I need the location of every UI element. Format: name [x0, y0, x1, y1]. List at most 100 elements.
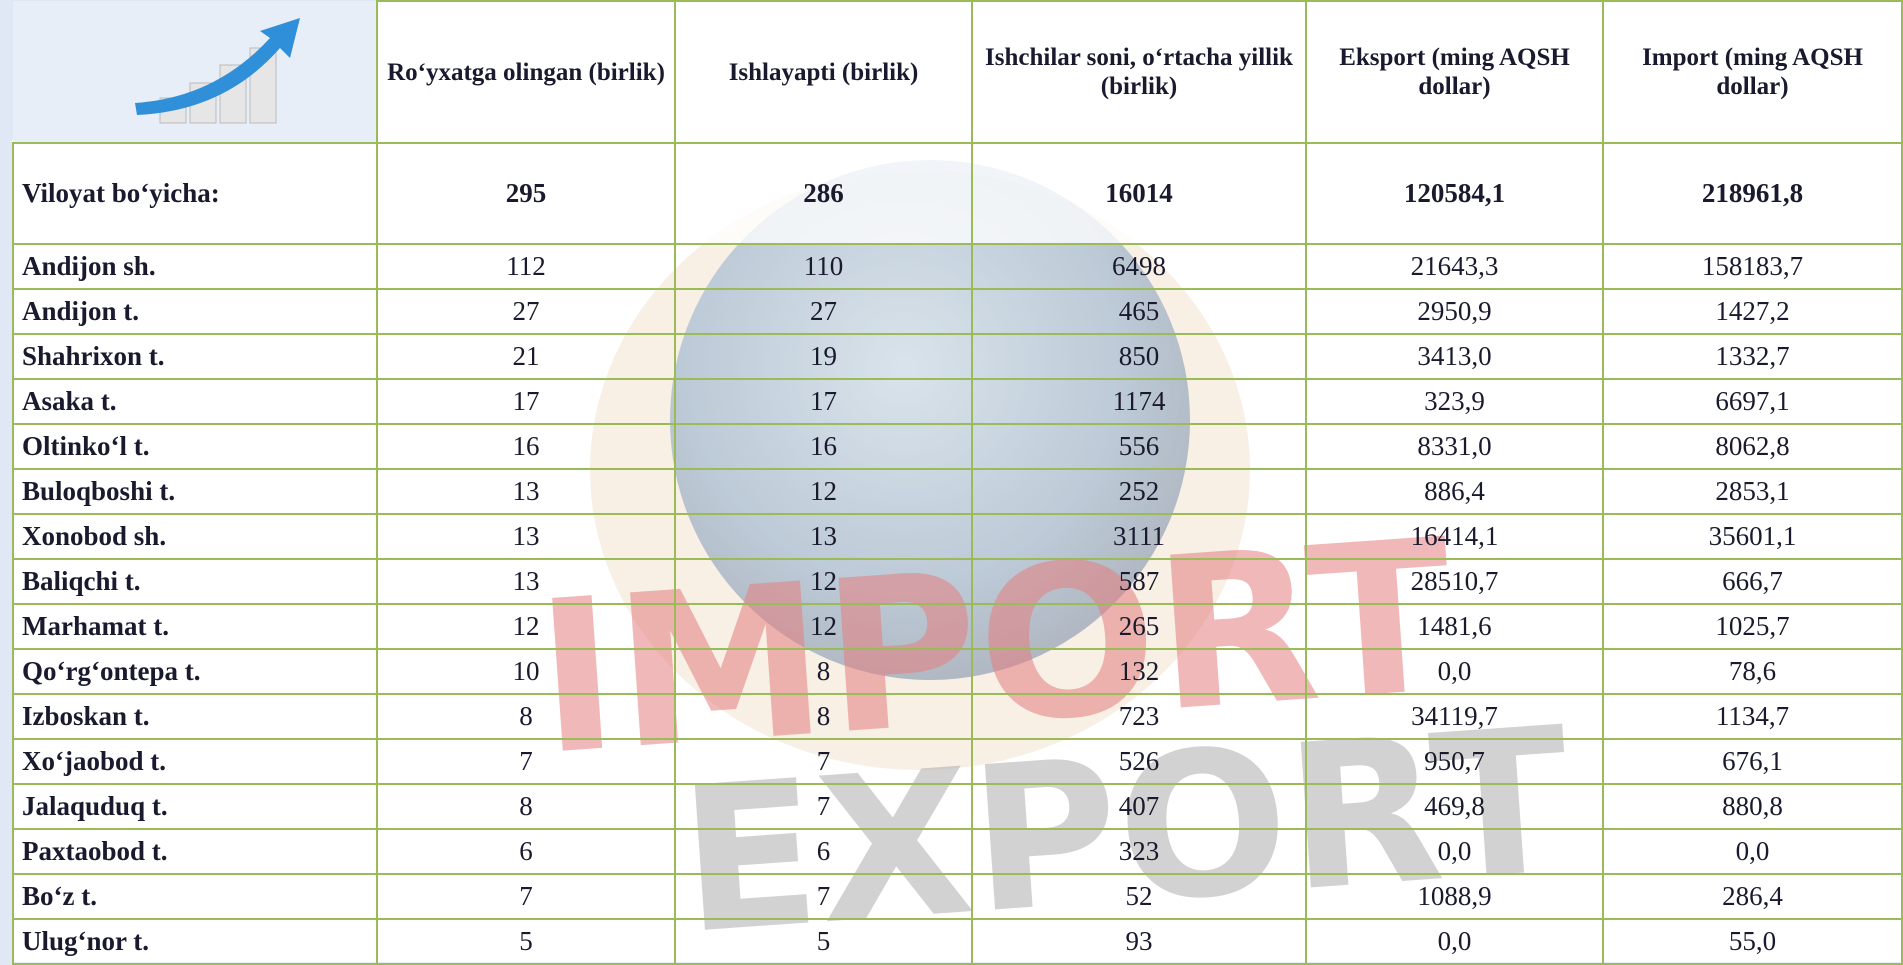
table-cell: 0,0 — [1306, 919, 1603, 964]
table-cell: 7 — [675, 739, 972, 784]
table-cell: 407 — [972, 784, 1306, 829]
table-cell: 21 — [377, 334, 675, 379]
table-cell: 16414,1 — [1306, 514, 1603, 559]
table-cell: 850 — [972, 334, 1306, 379]
table-cell: 886,4 — [1306, 469, 1603, 514]
table-cell: 556 — [972, 424, 1306, 469]
row-label: Shahrixon t. — [13, 334, 377, 379]
table-cell: 35601,1 — [1603, 514, 1902, 559]
row-label: Oltinko‘l t. — [13, 424, 377, 469]
table-cell: 8 — [377, 784, 675, 829]
table-cell: 1025,7 — [1603, 604, 1902, 649]
table-cell: 666,7 — [1603, 559, 1902, 604]
table-cell: 950,7 — [1306, 739, 1603, 784]
row-label: Buloqboshi t. — [13, 469, 377, 514]
row-label: Qo‘rg‘ontepa t. — [13, 649, 377, 694]
table-cell: 469,8 — [1306, 784, 1603, 829]
table-cell: 17 — [675, 379, 972, 424]
table-cell: 12 — [675, 604, 972, 649]
table-cell: 10 — [377, 649, 675, 694]
table-cell: 7 — [377, 739, 675, 784]
column-header: Ro‘yxatga olingan (birlik) — [377, 1, 675, 143]
total-cell: 218961,8 — [1603, 143, 1902, 244]
table-cell: 7 — [377, 874, 675, 919]
table-cell: 8 — [675, 694, 972, 739]
table-cell: 13 — [377, 559, 675, 604]
table-cell: 723 — [972, 694, 1306, 739]
table-cell: 110 — [675, 244, 972, 289]
table-cell: 78,6 — [1603, 649, 1902, 694]
row-label: Paxtaobod t. — [13, 829, 377, 874]
table-cell: 27 — [675, 289, 972, 334]
table-cell: 323,9 — [1306, 379, 1603, 424]
row-label: Asaka t. — [13, 379, 377, 424]
table-cell: 5 — [675, 919, 972, 964]
table-cell: 12 — [675, 469, 972, 514]
table-cell: 7 — [675, 874, 972, 919]
table-cell: 1332,7 — [1603, 334, 1902, 379]
table-cell: 323 — [972, 829, 1306, 874]
table-cell: 526 — [972, 739, 1306, 784]
table-cell: 286,4 — [1603, 874, 1902, 919]
table-cell: 880,8 — [1603, 784, 1902, 829]
row-label: Xo‘jaobod t. — [13, 739, 377, 784]
table-cell: 112 — [377, 244, 675, 289]
table-cell: 3111 — [972, 514, 1306, 559]
table-cell: 19 — [675, 334, 972, 379]
table-cell: 6 — [377, 829, 675, 874]
total-cell: 120584,1 — [1306, 143, 1603, 244]
table-cell: 0,0 — [1306, 649, 1603, 694]
table-cell: 8 — [377, 694, 675, 739]
column-header: Ishchilar soni, o‘rtacha yillik (birlik) — [972, 1, 1306, 143]
table-cell: 2950,9 — [1306, 289, 1603, 334]
table-cell: 158183,7 — [1603, 244, 1902, 289]
table-cell: 7 — [675, 784, 972, 829]
table-cell: 16 — [675, 424, 972, 469]
column-header: Ishlayapti (birlik) — [675, 1, 972, 143]
table-cell: 52 — [972, 874, 1306, 919]
table-cell: 12 — [675, 559, 972, 604]
table-cell: 12 — [377, 604, 675, 649]
row-label: Baliqchi t. — [13, 559, 377, 604]
table-cell: 0,0 — [1603, 829, 1902, 874]
table-cell: 93 — [972, 919, 1306, 964]
table-cell: 34119,7 — [1306, 694, 1603, 739]
table-cell: 55,0 — [1603, 919, 1902, 964]
table-cell: 1427,2 — [1603, 289, 1902, 334]
row-label: Jalaquduq t. — [13, 784, 377, 829]
table-cell: 0,0 — [1306, 829, 1603, 874]
page: IMPORT EXPORT Ro‘yxatga olingan (birlik)… — [0, 0, 1903, 962]
row-label: Bo‘z t. — [13, 874, 377, 919]
row-label: Andijon sh. — [13, 244, 377, 289]
header-icon-cell — [13, 1, 377, 143]
table-cell: 2853,1 — [1603, 469, 1902, 514]
header-row: Ro‘yxatga olingan (birlik)Ishlayapti (bi… — [13, 1, 1902, 143]
table-cell: 8331,0 — [1306, 424, 1603, 469]
table-cell: 465 — [972, 289, 1306, 334]
table-cell: 6697,1 — [1603, 379, 1902, 424]
total-cell: 295 — [377, 143, 675, 244]
table-cell: 28510,7 — [1306, 559, 1603, 604]
table-cell: 8 — [675, 649, 972, 694]
table-cell: 1174 — [972, 379, 1306, 424]
column-header: Eksport (ming AQSH dollar) — [1306, 1, 1603, 143]
row-label: Ulug‘nor t. — [13, 919, 377, 964]
row-label: Viloyat bo‘yicha: — [13, 143, 377, 244]
growth-icon — [65, 3, 325, 133]
column-header: Import (ming AQSH dollar) — [1603, 1, 1902, 143]
table-cell: 1481,6 — [1306, 604, 1603, 649]
row-label: Andijon t. — [13, 289, 377, 334]
